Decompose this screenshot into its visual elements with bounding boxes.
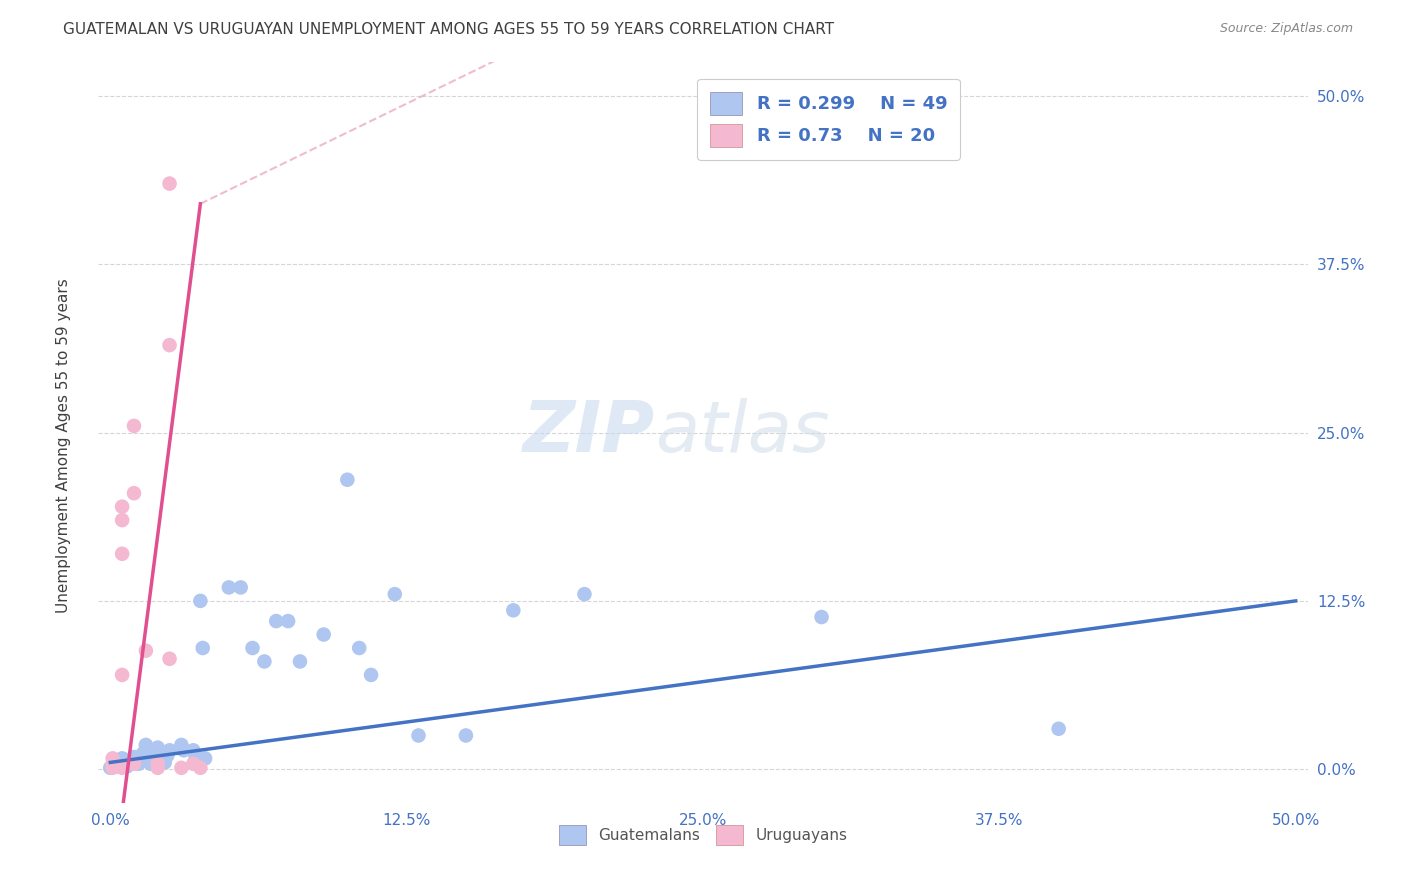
Point	[159, 338, 181, 352]
Point	[101, 751, 124, 765]
Point	[128, 756, 150, 771]
Point	[408, 729, 430, 743]
Point	[101, 761, 124, 775]
Text: GUATEMALAN VS URUGUAYAN UNEMPLOYMENT AMONG AGES 55 TO 59 YEARS CORRELATION CHART: GUATEMALAN VS URUGUAYAN UNEMPLOYMENT AMO…	[63, 22, 834, 37]
Point	[111, 513, 134, 527]
Point	[277, 614, 299, 628]
Point	[108, 756, 131, 771]
Point	[121, 756, 143, 770]
Point	[114, 753, 136, 767]
Point	[384, 587, 406, 601]
Point	[111, 668, 134, 682]
Point	[218, 581, 240, 595]
Point	[347, 640, 370, 655]
Point	[111, 751, 134, 765]
Point	[129, 748, 152, 763]
Point	[142, 748, 165, 763]
Point	[122, 486, 145, 500]
Point	[242, 640, 264, 655]
Point	[502, 603, 524, 617]
Point	[181, 743, 204, 757]
Text: Unemployment Among Ages 55 to 59 years: Unemployment Among Ages 55 to 59 years	[56, 278, 70, 614]
Point	[191, 640, 214, 655]
Text: Source: ZipAtlas.com: Source: ZipAtlas.com	[1219, 22, 1353, 36]
Point	[111, 761, 134, 775]
Point	[101, 756, 124, 771]
Point	[135, 643, 157, 657]
Point	[159, 177, 181, 191]
Point	[98, 761, 121, 775]
Point	[253, 655, 276, 669]
Point	[454, 729, 477, 743]
Point	[125, 751, 148, 765]
Point	[288, 655, 311, 669]
Text: atlas: atlas	[655, 398, 830, 467]
Point	[146, 740, 169, 755]
Point	[156, 748, 179, 763]
Point	[312, 627, 335, 641]
Point	[132, 746, 155, 760]
Point	[360, 668, 382, 682]
Point	[111, 547, 134, 561]
Legend: Guatemalans, Uruguayans: Guatemalans, Uruguayans	[553, 819, 853, 851]
Point	[170, 761, 193, 775]
Point	[1047, 722, 1070, 736]
Point	[190, 594, 212, 608]
Point	[153, 756, 176, 770]
Point	[105, 759, 128, 773]
Point	[190, 761, 212, 775]
Point	[194, 751, 217, 765]
Point	[122, 753, 145, 767]
Point	[143, 743, 166, 757]
Point	[104, 756, 127, 770]
Point	[111, 500, 134, 514]
Point	[135, 738, 157, 752]
Point	[336, 473, 359, 487]
Point	[101, 758, 124, 772]
Point	[810, 610, 832, 624]
Point	[146, 761, 169, 775]
Point	[115, 759, 138, 773]
Point	[159, 743, 181, 757]
Point	[173, 743, 195, 757]
Point	[159, 652, 181, 666]
Point	[122, 756, 145, 771]
Point	[118, 756, 141, 771]
Point	[122, 750, 145, 764]
Text: ZIP: ZIP	[523, 398, 655, 467]
Point	[181, 756, 204, 771]
Point	[264, 614, 287, 628]
Point	[170, 738, 193, 752]
Point	[574, 587, 596, 601]
Point	[139, 756, 162, 771]
Point	[229, 581, 252, 595]
Point	[146, 756, 169, 771]
Point	[122, 418, 145, 433]
Point	[184, 750, 207, 764]
